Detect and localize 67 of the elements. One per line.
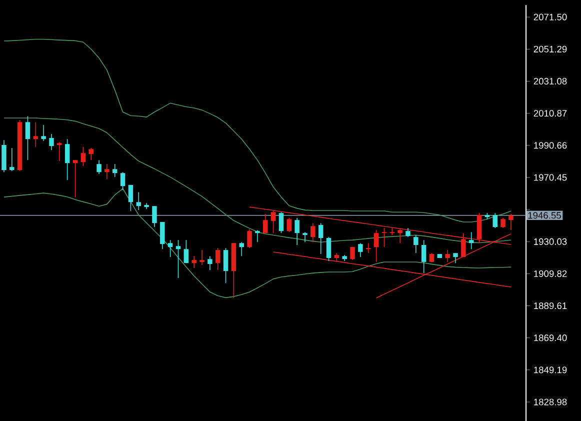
candlestick — [104, 164, 110, 180]
y-tick-label: 1889.61 — [534, 302, 567, 310]
candlestick — [25, 116, 30, 160]
y-tick-label: 1849.19 — [534, 366, 567, 374]
y-tick-label: 1970.45 — [534, 174, 567, 181]
candlestick — [270, 210, 276, 234]
candlestick — [500, 218, 506, 228]
ref-line-label: 1946.55 — [528, 212, 561, 219]
candlestick — [152, 206, 157, 228]
candlestick — [33, 122, 38, 148]
candlestick — [382, 228, 387, 248]
candlestick — [184, 240, 189, 264]
candlestick — [215, 248, 220, 270]
candlestick — [128, 184, 134, 212]
candlestick — [168, 240, 173, 258]
candlestick — [286, 218, 292, 233]
y-tick-label: 2010.87 — [534, 110, 567, 117]
candlestick — [374, 230, 379, 262]
candlestick — [453, 252, 458, 264]
candlestick — [406, 228, 410, 238]
candlestick — [120, 172, 126, 190]
candlestick — [326, 236, 332, 262]
y-tick-label: 2051.29 — [534, 46, 567, 52]
candlestick — [223, 248, 228, 284]
candlestick — [72, 160, 78, 198]
y-tick-label: 1828.98 — [534, 398, 567, 406]
candlestick — [160, 222, 165, 250]
candlestick — [358, 242, 363, 258]
candlestick — [263, 214, 268, 234]
candlestick — [176, 240, 181, 278]
candlestick — [468, 232, 474, 250]
candlestick — [390, 228, 395, 236]
y-tick-label: 1990.66 — [534, 142, 567, 149]
candlestick — [445, 250, 450, 262]
candlestick — [302, 232, 308, 243]
candlestick — [350, 246, 355, 260]
candlestick — [88, 148, 94, 160]
candlestick — [398, 228, 402, 244]
candlestick — [57, 142, 62, 162]
candlestick — [112, 164, 118, 178]
candlestick — [41, 124, 46, 142]
candlestick — [239, 242, 244, 256]
candlestick — [64, 138, 70, 180]
candlestick — [508, 214, 514, 230]
y-tick-label: 2031.08 — [534, 78, 567, 85]
candlestick — [461, 232, 466, 258]
candlestick — [255, 230, 260, 243]
candlestick — [192, 256, 196, 268]
candlestick — [200, 250, 204, 266]
candlestick — [318, 222, 324, 254]
candlestick — [414, 234, 418, 254]
candlestick — [80, 146, 86, 166]
candlestick — [492, 212, 498, 228]
y-tick-label: 1869.40 — [534, 334, 567, 342]
candlestick — [421, 240, 426, 274]
candlestick — [208, 256, 212, 270]
candlestick — [49, 134, 54, 150]
y-tick-label: 1909.82 — [534, 270, 567, 277]
candlestick — [278, 212, 284, 234]
candlestick — [10, 148, 14, 172]
candlestick — [136, 192, 142, 210]
candlestick — [310, 222, 316, 243]
y-tick-label: 1930.03 — [534, 238, 567, 245]
candlestick — [96, 160, 102, 174]
candlestick — [294, 218, 300, 246]
y-tick-label: 2071.50 — [534, 14, 567, 20]
candlestick — [247, 228, 252, 248]
